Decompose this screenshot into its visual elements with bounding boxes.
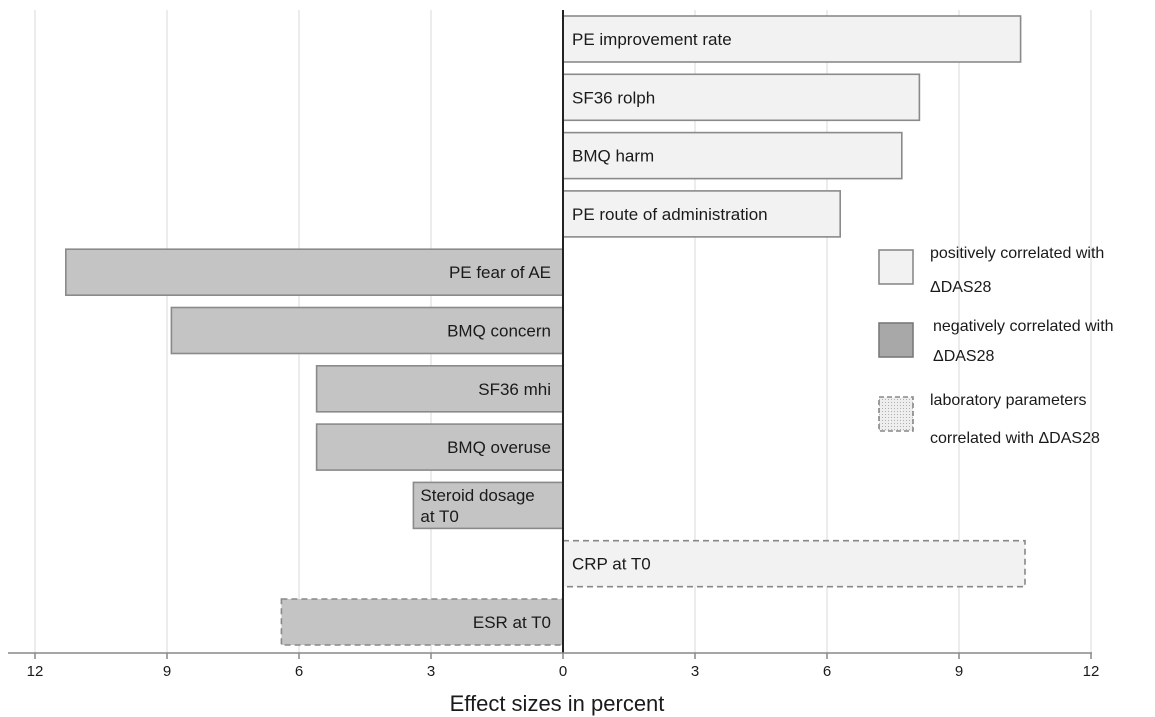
legend-swatch-negative (878, 322, 914, 358)
bar (280, 598, 564, 646)
bar-label: CRP at T0 (572, 555, 651, 574)
bar-label: at T0 (420, 507, 458, 526)
x-tick-label: 0 (559, 663, 567, 680)
bar-label: BMQ overuse (447, 438, 551, 457)
x-axis-title: Effect sizes in percent (450, 691, 665, 716)
legend-label: ΔDAS28 (930, 279, 991, 296)
legend-label: positively correlated with (930, 245, 1104, 262)
bar-label: PE route of administration (572, 205, 768, 224)
bar (562, 539, 1026, 588)
bars: PE improvement rate SF36 rolph BMQ harm PE … (65, 15, 1026, 646)
bar (412, 481, 564, 530)
legend: positively correlated with ΔDAS28 negative… (878, 245, 1114, 447)
bar-label: PE fear of AE (449, 263, 551, 282)
bar-label: BMQ harm (572, 147, 654, 166)
x-tick-label: 12 (1083, 663, 1100, 680)
bar-label: BMQ concern (447, 322, 551, 341)
x-tick-label: 9 (163, 663, 171, 680)
x-tick-label: 3 (691, 663, 699, 680)
bar (562, 73, 921, 122)
bar (170, 306, 564, 355)
bar-label: ESR at T0 (473, 613, 551, 632)
x-tick-label: 9 (955, 663, 963, 680)
bar (315, 423, 564, 471)
x-tick-label: 3 (427, 663, 435, 680)
bar-label: Steroid dosage (420, 486, 534, 505)
legend-label: negatively correlated with (933, 318, 1114, 335)
legend-label: laboratory parameters (930, 392, 1087, 409)
legend-label: ΔDAS28 (933, 348, 994, 365)
x-tick-label: 6 (295, 663, 303, 680)
axes: 12 9 6 3 0 3 6 9 12 (8, 10, 1099, 680)
legend-swatch-positive (878, 249, 914, 285)
x-tick-label: 12 (27, 663, 44, 680)
x-tick-label: 6 (823, 663, 831, 680)
bar (65, 248, 564, 296)
legend-label: correlated with ΔDAS28 (930, 430, 1100, 447)
bar-label: PE improvement rate (572, 30, 732, 49)
bar (562, 190, 842, 238)
bar-label: SF36 mhi (478, 380, 551, 399)
legend-swatch-laboratory (878, 396, 914, 432)
bar-label: SF36 rolph (572, 88, 655, 107)
